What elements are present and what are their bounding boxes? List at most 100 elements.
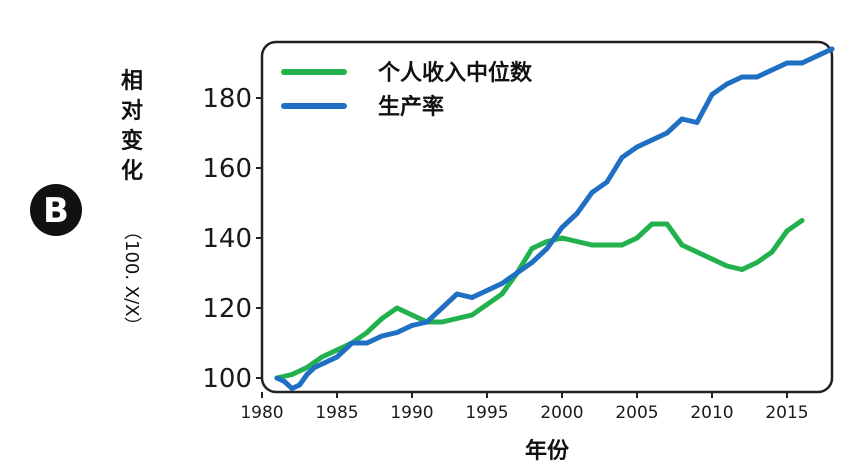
panel-marker: B <box>30 184 82 236</box>
series-0-point <box>484 302 490 307</box>
series-0-point <box>724 263 730 269</box>
series-0-point <box>289 372 295 377</box>
y-axis-label-char: 对 <box>121 99 143 124</box>
series-1-point <box>379 333 385 339</box>
series-0-point <box>769 249 775 255</box>
series-0-point <box>574 239 580 244</box>
series-1-point <box>282 379 287 384</box>
series-1-point <box>559 225 565 230</box>
y-tick-label: 180 <box>202 84 252 114</box>
series-1-point <box>484 288 490 293</box>
series-1-point <box>289 386 295 391</box>
series-1-point <box>319 361 325 367</box>
series-0-point <box>694 249 700 255</box>
series-0-point <box>334 347 340 353</box>
series-1-point <box>574 211 580 216</box>
series-0-point <box>454 316 460 321</box>
series-0-point <box>649 221 655 227</box>
y-axis-label-char: 变 <box>121 128 143 154</box>
y-axis-label-char: 相 <box>121 69 143 94</box>
y-axis-unit: （100. X/X） <box>121 222 142 335</box>
series-1-point <box>529 260 535 265</box>
x-tick-label: 1985 <box>315 403 358 423</box>
x-tick-label: 1990 <box>390 403 433 423</box>
x-tick-label: 1980 <box>240 403 283 423</box>
plot-frame <box>260 40 834 394</box>
series-1-point <box>514 270 520 276</box>
series-1-point <box>544 246 550 251</box>
y-tick-label: 140 <box>202 224 252 254</box>
series-1-point <box>664 130 670 136</box>
series-0-point <box>634 235 640 241</box>
series-1-point <box>619 155 625 160</box>
series-1-point <box>409 323 415 328</box>
series-1-point <box>499 281 505 286</box>
series-0-point <box>409 312 415 318</box>
series-1-point <box>589 190 595 195</box>
y-tick-label: 100 <box>202 364 252 394</box>
series-1-point <box>312 365 317 370</box>
series-0-point <box>799 218 805 223</box>
x-axis-ticks: 1980 1985 1990 1995 2000 2005 2010 2015 <box>240 392 809 423</box>
series-1-point <box>799 60 805 66</box>
legend-label-1: 生产率 <box>378 94 444 120</box>
series-1-point <box>334 354 340 360</box>
x-tick-label: 2005 <box>615 403 658 423</box>
series-1-point <box>274 375 280 381</box>
x-axis-label: 年份 <box>525 438 570 464</box>
series-0-point <box>319 354 325 360</box>
series-1-point <box>394 330 400 335</box>
series-0-point <box>394 305 400 311</box>
x-tick-label: 1995 <box>465 403 508 423</box>
series-0-point <box>679 242 685 248</box>
series-1-point <box>724 81 730 87</box>
x-tick-label: 2010 <box>690 403 733 423</box>
series-0-point <box>304 365 310 370</box>
series-line-0 <box>274 218 805 381</box>
y-tick-label: 120 <box>202 294 252 324</box>
series-0-point <box>379 316 385 321</box>
series-1-point <box>709 92 715 97</box>
series-0-point <box>664 221 670 227</box>
series-1-point <box>604 179 610 185</box>
series-1-point <box>304 372 310 377</box>
series-1-point <box>454 291 460 297</box>
series-0-point <box>439 319 445 325</box>
panel-marker-circle <box>30 184 82 236</box>
series-1-point <box>814 53 820 59</box>
series-0-point <box>469 312 475 318</box>
series-layer <box>274 46 835 391</box>
series-0-point <box>364 330 370 335</box>
series-1-point <box>769 67 775 73</box>
series-1-point <box>739 74 745 80</box>
series-0-point <box>619 242 625 248</box>
series-1-point <box>694 120 700 125</box>
series-0-point <box>499 291 505 297</box>
series-0-point <box>529 246 535 251</box>
series-1-point <box>297 382 302 388</box>
series-1-point <box>469 295 475 300</box>
x-tick-label: 2000 <box>540 403 583 423</box>
series-0-point <box>589 242 595 248</box>
series-0-point <box>739 267 745 272</box>
legend-label-0: 个人收入中位数 <box>378 60 533 86</box>
panel-letter: B <box>43 191 69 231</box>
series-1-point <box>634 144 640 150</box>
series-0-point <box>784 228 790 234</box>
series-1-point <box>364 340 370 346</box>
y-axis-label-char: 化 <box>121 158 143 184</box>
series-0-point <box>559 235 565 241</box>
series-1-point <box>349 340 355 346</box>
series-1-point <box>679 116 685 122</box>
y-axis-ticks: 100 120 140 160 180 <box>202 84 262 394</box>
series-1-point <box>784 60 790 66</box>
series-0-point <box>754 260 760 265</box>
series-0-point <box>709 256 715 262</box>
series-1-point <box>754 74 760 80</box>
series-1-point <box>439 305 445 311</box>
series-1-point <box>829 46 835 52</box>
series-0-point <box>604 242 610 248</box>
